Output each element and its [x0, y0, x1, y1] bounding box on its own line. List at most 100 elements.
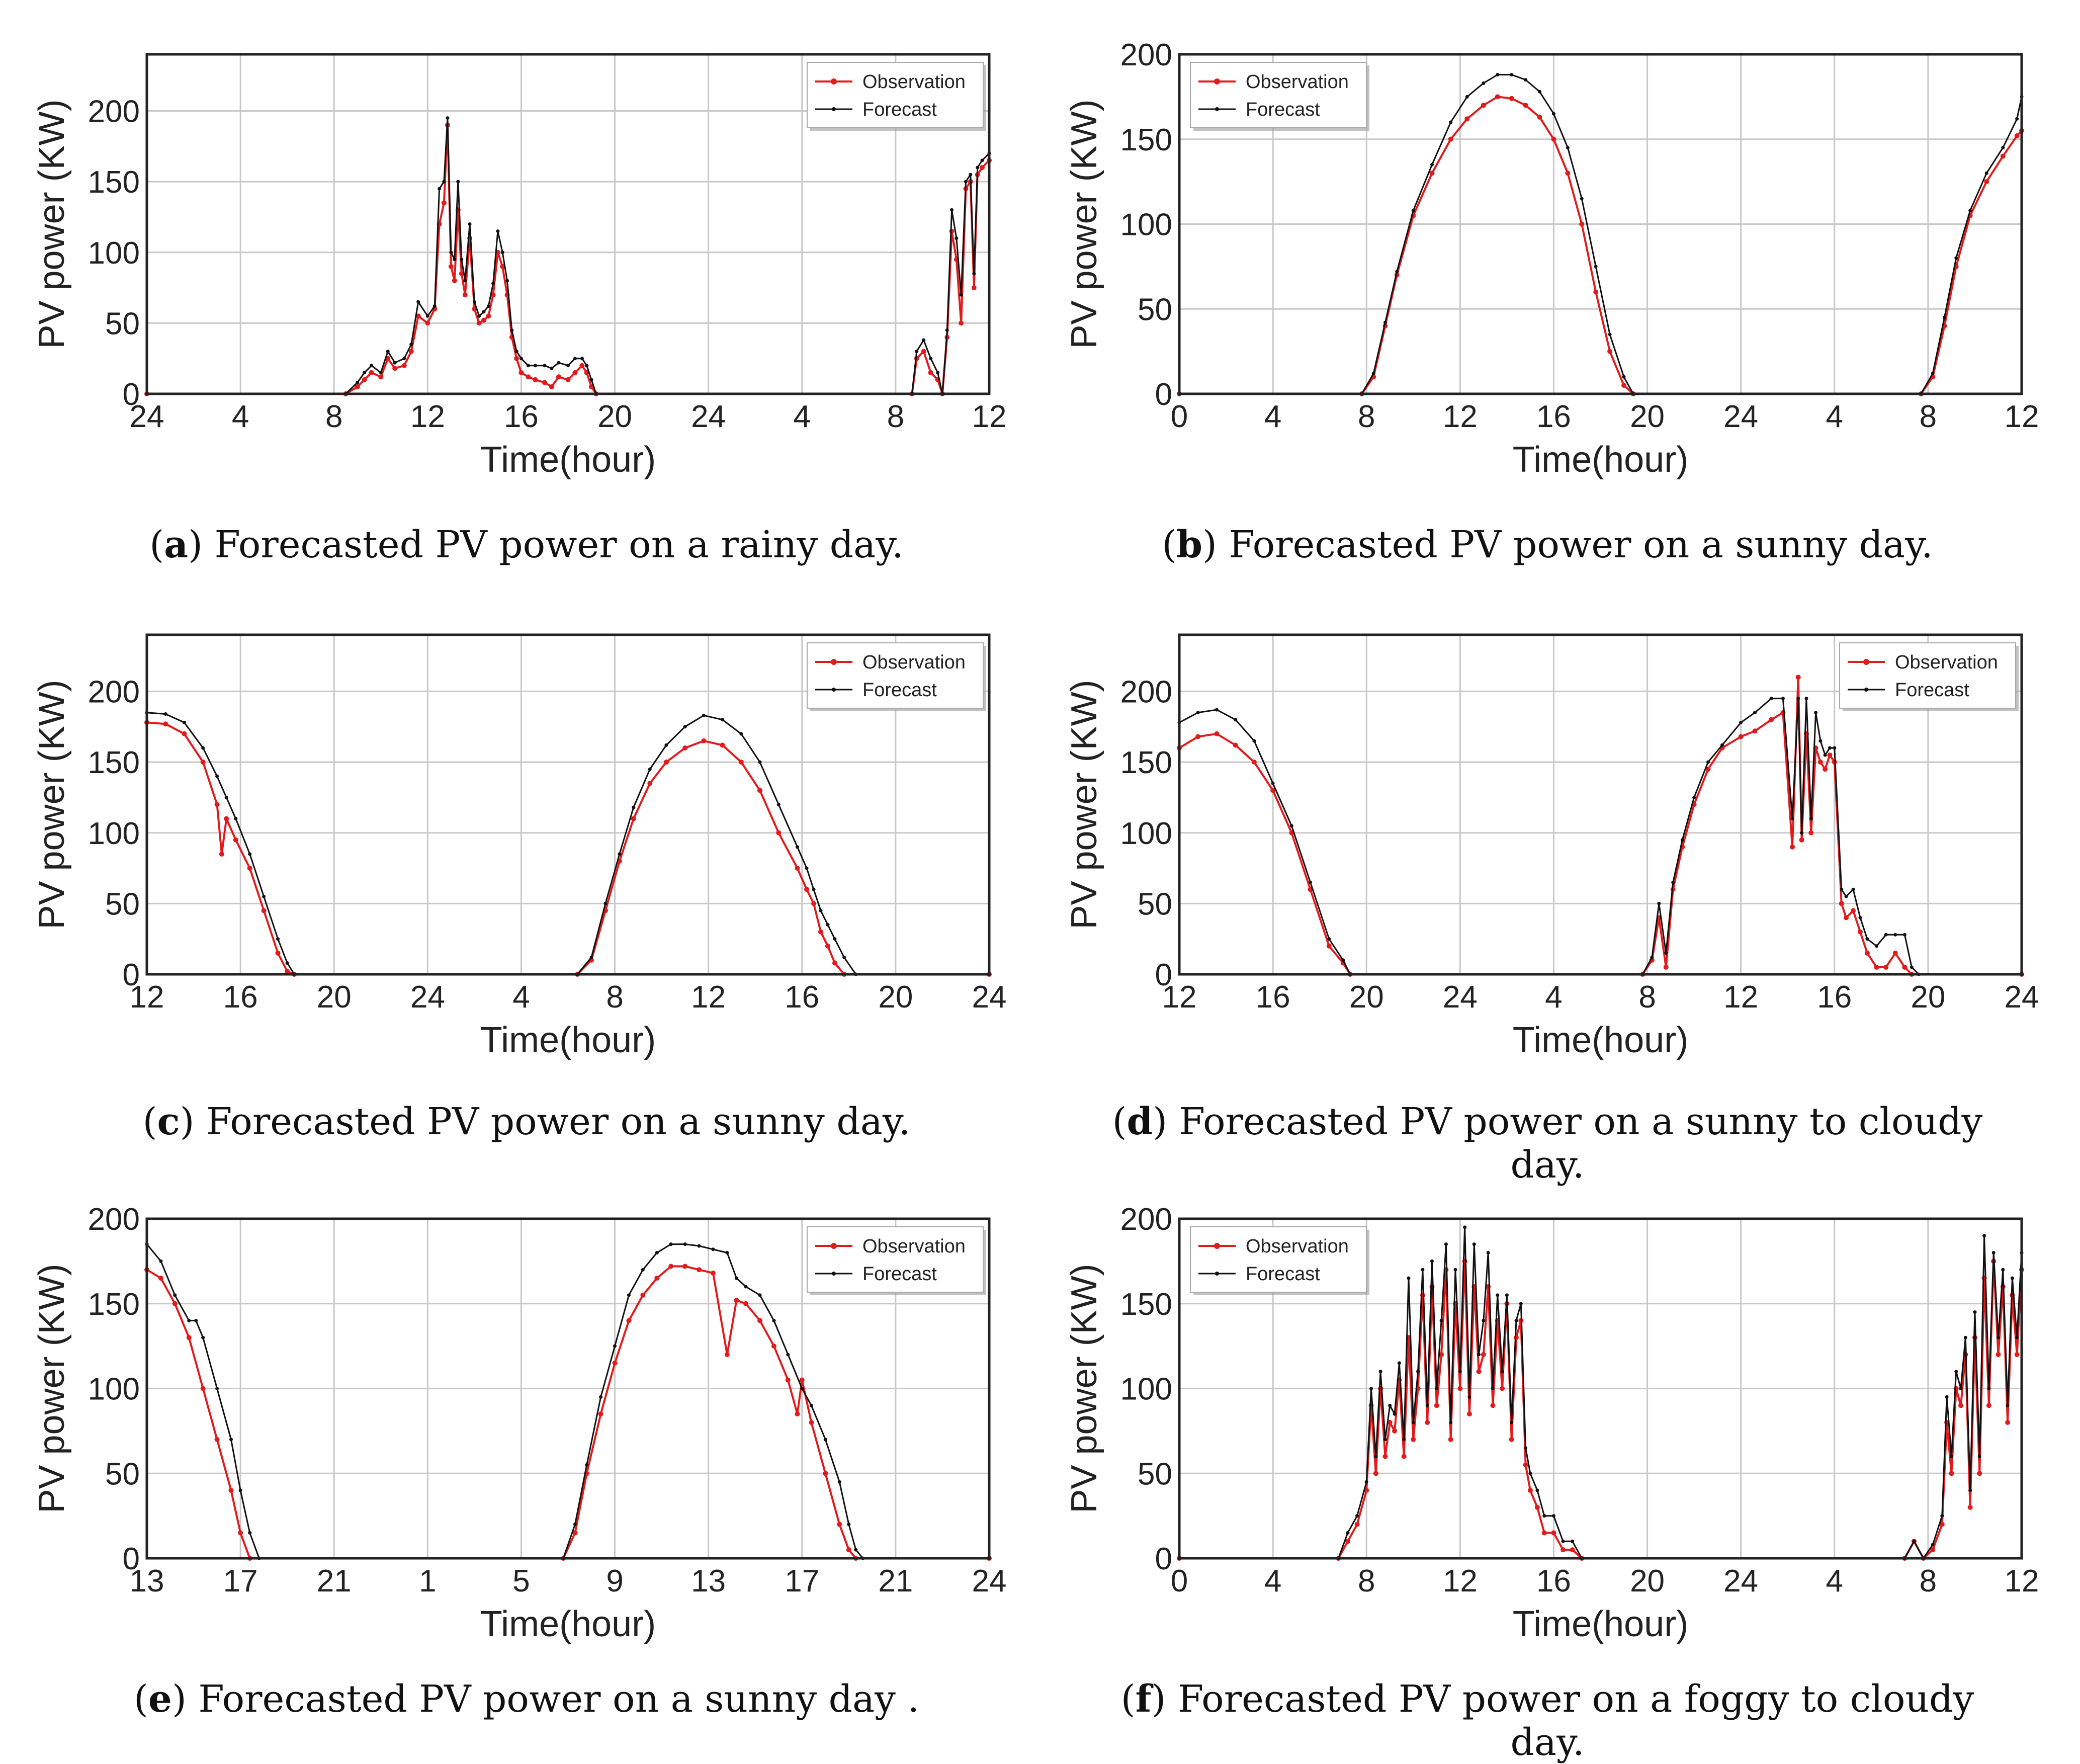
- legend-box: [1190, 1226, 1367, 1293]
- observation-point: [549, 384, 554, 389]
- forecast-point: [1505, 1293, 1509, 1297]
- observation-point: [261, 908, 267, 913]
- x-tick-label: 5: [512, 1564, 530, 1599]
- observation-point: [1827, 752, 1833, 758]
- observation-point: [486, 313, 491, 319]
- forecast-point: [758, 1293, 762, 1297]
- forecast-point: [1650, 955, 1654, 959]
- forecast-point: [1608, 332, 1612, 337]
- x-tick-label: 20: [1911, 980, 1945, 1015]
- x-tick-label: 16: [785, 980, 819, 1015]
- observation-point: [1270, 788, 1276, 793]
- observation-point: [1790, 844, 1795, 850]
- observation-point: [682, 745, 688, 750]
- observation-point: [1345, 1539, 1350, 1544]
- forecast-point: [2001, 146, 2005, 150]
- forecast-point: [1671, 880, 1675, 884]
- forecast-point: [819, 908, 823, 912]
- y-tick-label: 0: [1155, 1542, 1172, 1576]
- forecast-point: [603, 901, 608, 905]
- observation-point: [441, 200, 447, 206]
- forecast-point: [1397, 1361, 1401, 1365]
- legend-label: Forecast: [1246, 99, 1320, 120]
- observation-point: [757, 788, 763, 793]
- observation-point: [1425, 1420, 1430, 1425]
- forecast-point: [929, 357, 933, 361]
- y-tick-label: 50: [1138, 292, 1172, 327]
- forecast-point: [159, 1259, 163, 1263]
- forecast-point: [1657, 901, 1661, 905]
- forecast-point: [1252, 739, 1256, 743]
- forecast-point: [456, 180, 460, 184]
- observation-point: [1195, 734, 1201, 739]
- observation-point: [526, 374, 531, 380]
- forecast-point: [500, 250, 504, 255]
- observation-point: [1795, 675, 1801, 680]
- x-tick-label: 16: [1256, 980, 1290, 1015]
- forecast-point: [1346, 1531, 1350, 1535]
- x-tick-label: 16: [504, 399, 539, 434]
- forecast-point: [356, 381, 360, 384]
- forecast-point: [854, 1548, 858, 1552]
- forecast-point: [697, 1244, 701, 1248]
- observation-point: [1752, 728, 1758, 734]
- observation-point: [701, 738, 707, 743]
- forecast-point: [482, 310, 486, 314]
- forecast-point: [1491, 1387, 1495, 1390]
- observation-line: [146, 721, 989, 975]
- forecast-point: [187, 1319, 191, 1322]
- observation-point: [285, 969, 290, 974]
- forecast-point: [1271, 781, 1275, 785]
- observation-point: [1401, 1454, 1407, 1459]
- forecast-point: [262, 894, 266, 898]
- forecast-point: [833, 937, 837, 941]
- chart-panel-c: 12 16 20 24 4 8 12 16 20 24 0 50 100 150 200 Time(hour)…: [32, 633, 1006, 1060]
- forecast-point: [486, 304, 490, 308]
- x-tick-label: 12: [410, 399, 445, 434]
- forecast-point: [1594, 265, 1598, 269]
- observation-point: [500, 264, 505, 269]
- legend-label: Observation: [1246, 1236, 1349, 1257]
- forecast-point: [514, 350, 518, 354]
- forecast-point: [276, 937, 280, 941]
- forecast-point: [1371, 372, 1375, 375]
- forecast-point: [758, 760, 762, 764]
- forecast-point: [823, 1438, 827, 1442]
- forecast-point: [585, 1463, 589, 1467]
- forecast-point: [1482, 81, 1486, 85]
- forecast-point: [1510, 1420, 1514, 1424]
- observation-point: [1251, 760, 1257, 765]
- legend-observation-marker: [831, 1243, 837, 1249]
- forecast-point: [468, 222, 472, 226]
- observation-point: [200, 1386, 206, 1391]
- observation-point: [1851, 908, 1856, 913]
- observation-point: [1949, 1471, 1954, 1476]
- forecast-line: [146, 1243, 989, 1559]
- x-tick-label: 20: [1630, 399, 1665, 434]
- forecast-point: [449, 250, 453, 255]
- y-axis-label: PV power (KW): [1064, 680, 1104, 929]
- x-tick-label: 12: [1723, 980, 1758, 1015]
- y-tick-label: 50: [1138, 887, 1172, 921]
- forecast-point: [2006, 1403, 2010, 1407]
- observation-point: [921, 349, 926, 354]
- observation-point: [1411, 1437, 1416, 1442]
- forecast-point: [224, 795, 228, 799]
- forecast-point: [702, 713, 706, 717]
- x-tick-label: 12: [1162, 980, 1197, 1015]
- observation-point: [1857, 929, 1863, 935]
- forecast-point: [1959, 1387, 1963, 1390]
- forecast-point: [550, 366, 554, 370]
- forecast-point: [201, 1335, 205, 1339]
- observation-point: [1500, 1386, 1505, 1391]
- forecast-point: [627, 1293, 631, 1297]
- observation-point: [572, 370, 578, 375]
- forecast-point: [1482, 1319, 1486, 1322]
- forecast-point: [1571, 1539, 1575, 1543]
- observation-point: [1977, 1471, 1982, 1476]
- observation-point: [668, 1264, 674, 1269]
- plot-frame: [145, 633, 991, 976]
- observation-point: [476, 320, 482, 326]
- observation-point: [640, 1292, 646, 1298]
- forecast-point: [1984, 171, 1988, 175]
